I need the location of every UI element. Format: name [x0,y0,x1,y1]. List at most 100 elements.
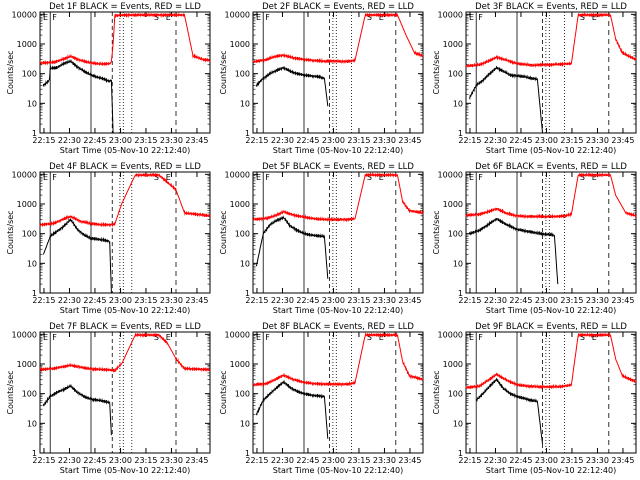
lld-series-line [39,172,211,228]
y-axis-label: Counts/sec [6,370,15,414]
marker-label-s: S [154,13,159,22]
y-tick-label: 100 [22,230,37,239]
marker-label-s: S [154,333,159,342]
y-tick-label: 100 [235,390,250,399]
x-tick-label: 23:45 [611,296,634,305]
plot-frame [465,331,637,454]
plot-title: Det 9F BLACK = Events, RED = LLD [475,322,627,332]
y-tick-label: 10000 [12,330,37,339]
y-tick-label: 1 [245,449,250,458]
detector-plot-4: Det 4F BLACK = Events, RED = LLD 1 10 100 10… [6,162,211,315]
x-axis-label: Start Time (05-Nov-10 22:12:40) [486,146,616,155]
plot-frame [39,331,211,454]
lld-series-line [39,11,211,67]
y-tick-label: 1 [32,449,37,458]
x-tick-label: 23:00 [109,296,132,305]
x-axis-label: Start Time (05-Nov-10 22:12:40) [60,306,190,315]
x-tick-label: 23:45 [611,456,634,465]
x-tick-label: 23:30 [586,456,609,465]
detector-plot-5: Det 5F BLACK = Events, RED = LLD 1 10 100 10… [219,162,424,315]
plot-title: Det 2F BLACK = Events, RED = LLD [262,2,414,12]
marker-label-e2: E [166,173,171,182]
x-tick-label: 22:15 [245,136,268,145]
x-tick-label: 23:00 [535,296,558,305]
events-series-line [475,377,543,445]
x-tick-label: 23:15 [347,296,370,305]
marker-label-e: E [43,333,48,342]
y-tick-label: 10000 [438,10,463,19]
marker-label-s: S [367,333,372,342]
marker-label-e: E [256,173,261,182]
x-tick-label: 22:45 [509,136,532,145]
y-tick-label: 10 [27,419,37,428]
y-tick-label: 10000 [225,330,250,339]
y-axis-label: Counts/sec [432,210,441,254]
plot-title: Det 5F BLACK = Events, RED = LLD [262,162,414,172]
marker-label-e2: E [166,333,171,342]
x-tick-label: 23:15 [134,456,157,465]
events-series-line [42,383,112,436]
plot-title: Det 4F BLACK = Events, RED = LLD [49,162,201,172]
events-series-line [469,65,543,134]
x-tick-label: 23:45 [185,296,208,305]
x-tick-label: 22:30 [271,136,294,145]
detector-plot-2: Det 2F BLACK = Events, RED = LLD 1 10 100 10… [219,2,424,155]
x-axis-label: Start Time (05-Nov-10 22:12:40) [60,146,190,155]
y-tick-label: 1000 [17,200,37,209]
y-tick-label: 10 [453,99,463,108]
plot-title: Det 6F BLACK = Events, RED = LLD [475,162,627,172]
marker-label-s: S [580,13,585,22]
lld-series-line [252,171,424,223]
x-tick-label: 23:15 [347,136,370,145]
marker-label-f: F [52,13,57,22]
plot-title: Det 1F BLACK = Events, RED = LLD [49,2,201,12]
x-tick-label: 23:45 [398,296,421,305]
plot-title: Det 3F BLACK = Events, RED = LLD [475,2,627,12]
y-tick-label: 1000 [230,360,250,369]
x-tick-label: 22:15 [458,296,481,305]
y-tick-label: 1000 [17,40,37,49]
marker-label-e: E [469,173,474,182]
marker-label-e2: E [166,13,171,22]
marker-label-f: F [478,173,483,182]
y-axis-label: Counts/sec [6,210,15,254]
x-tick-label: 22:15 [32,136,55,145]
marker-label-f: F [478,13,483,22]
y-axis-label: Counts/sec [6,50,15,94]
y-tick-label: 1 [32,129,37,138]
x-tick-label: 23:45 [611,136,634,145]
y-tick-label: 1000 [17,360,37,369]
x-tick-label: 23:30 [586,136,609,145]
marker-label-s: S [580,333,585,342]
y-tick-label: 1000 [443,40,463,49]
x-tick-label: 23:30 [160,296,183,305]
marker-label-e: E [43,173,48,182]
y-tick-label: 10000 [12,10,37,19]
x-tick-label: 22:45 [509,456,532,465]
x-tick-label: 22:45 [509,296,532,305]
events-series-line [255,379,329,439]
events-series-line [255,65,329,107]
x-tick-label: 22:30 [484,136,507,145]
x-tick-label: 22:45 [83,296,106,305]
y-tick-label: 10 [27,259,37,268]
detector-plot-3: Det 3F BLACK = Events, RED = LLD 1 10 100 10… [432,2,637,155]
x-tick-label: 23:15 [560,136,583,145]
x-tick-label: 23:15 [347,456,370,465]
y-tick-label: 10 [240,419,250,428]
events-series-line [468,217,559,285]
x-tick-label: 23:00 [535,456,558,465]
x-tick-label: 23:15 [134,136,157,145]
x-tick-label: 22:45 [83,136,106,145]
y-axis-label: Counts/sec [432,370,441,414]
x-tick-label: 22:30 [484,456,507,465]
lld-series-line [39,332,211,373]
y-tick-label: 100 [448,70,463,79]
x-tick-label: 22:30 [271,456,294,465]
detector-plot-9: Det 9F BLACK = Events, RED = LLD 1 10 100 10… [432,322,637,475]
marker-label-e: E [256,13,261,22]
x-tick-label: 22:30 [58,136,81,145]
x-tick-label: 22:15 [32,456,55,465]
x-tick-label: 23:30 [373,456,396,465]
x-axis-label: Start Time (05-Nov-10 22:12:40) [486,466,616,475]
